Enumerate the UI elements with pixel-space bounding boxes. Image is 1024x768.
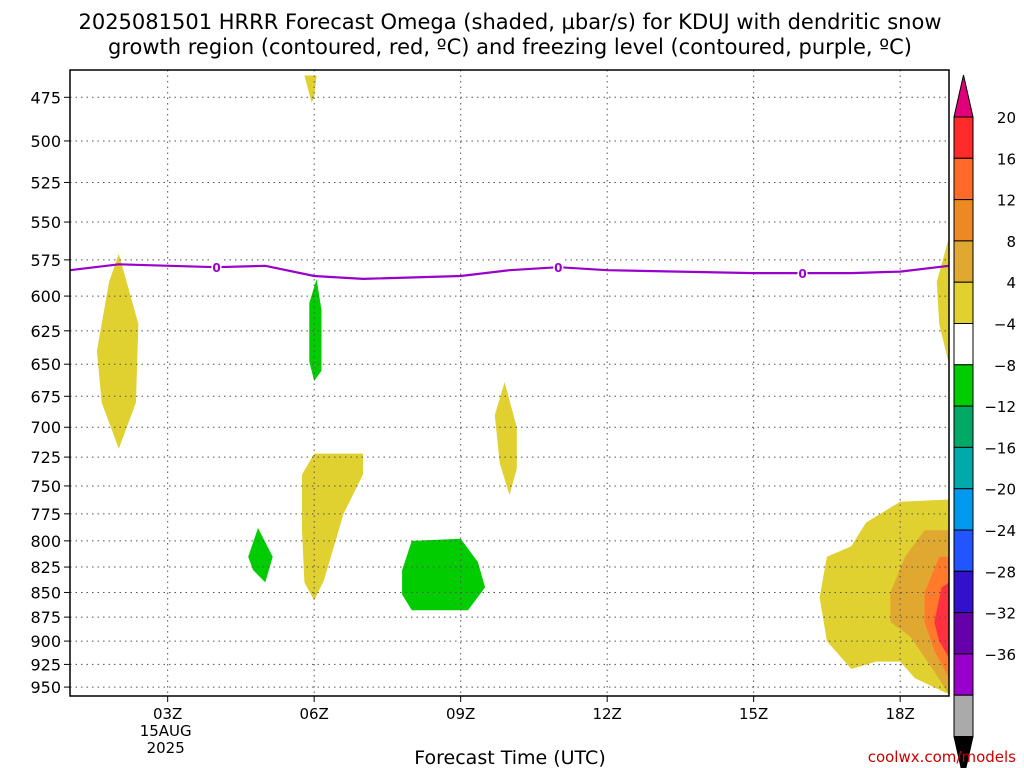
omega-region xyxy=(302,453,363,601)
y-tick-label: 825 xyxy=(30,558,61,577)
x-tick-label: 12Z xyxy=(592,705,621,723)
x-tick-date-label: 15AUG xyxy=(140,722,192,740)
y-tick-label: 625 xyxy=(30,322,61,341)
freezing-level-label-bg xyxy=(553,259,564,275)
y-tick-label: 800 xyxy=(30,532,61,551)
y-tick-label: 675 xyxy=(30,387,61,406)
x-tick-year-label: 2025 xyxy=(147,739,185,757)
y-tick-label: 600 xyxy=(30,287,61,306)
colorbar-label: 20 xyxy=(997,109,1016,127)
freezing-level-label-bg xyxy=(797,265,808,281)
colorbar-label: 12 xyxy=(997,192,1016,210)
freezing-level-label: 0 xyxy=(212,261,220,275)
site-credit: coolwx.com/models xyxy=(868,748,1016,766)
colorbar-swatch xyxy=(953,653,974,696)
chart-title-line-2: growth region (contoured, red, ºC) and f… xyxy=(108,35,912,59)
omega-region xyxy=(402,538,486,611)
y-tick-label: 775 xyxy=(30,505,61,524)
colorbar-label: −36 xyxy=(984,646,1016,664)
colorbar-swatch xyxy=(953,612,974,655)
chart-title-line-1: 2025081501 HRRR Forecast Omega (shaded, … xyxy=(78,10,941,34)
colorbar-swatch xyxy=(953,529,974,572)
colorbar-label: −8 xyxy=(994,357,1016,375)
colorbar-swatch xyxy=(953,157,974,201)
colorbar-swatch xyxy=(953,116,974,159)
y-tick-label: 650 xyxy=(30,355,61,374)
colorbar-swatch xyxy=(953,405,974,448)
colorbar-swatch xyxy=(953,364,974,407)
freezing-level-contour: 0 0 0 xyxy=(69,259,950,281)
colorbar-swatch xyxy=(953,281,974,325)
omega-region xyxy=(309,278,322,381)
omega-shaded-regions xyxy=(96,75,949,695)
y-tick-label: 850 xyxy=(30,583,61,602)
colorbar-label: −24 xyxy=(984,522,1016,540)
omega-region xyxy=(96,253,139,449)
colorbar-label: −28 xyxy=(984,563,1016,581)
colorbar-label: 8 xyxy=(1006,233,1016,251)
colorbar-swatch xyxy=(953,240,974,283)
y-tick-label: 500 xyxy=(30,132,61,151)
colorbar-swatch xyxy=(953,488,974,531)
colorbar-label: −20 xyxy=(984,481,1016,499)
y-axis-ticks: 475 500 525 550 575 600 625 650 675 700 725 750 775 8… xyxy=(30,88,70,697)
x-tick-label: 06Z xyxy=(299,705,328,723)
omega-region xyxy=(494,382,517,495)
plot-gridlines xyxy=(70,70,949,696)
colorbar-label: −12 xyxy=(984,398,1016,416)
y-tick-label: 475 xyxy=(30,88,61,107)
x-tick-label: 09Z xyxy=(446,705,475,723)
colorbar-swatch xyxy=(953,694,974,738)
freezing-level-label: 0 xyxy=(554,261,562,275)
colorbar-top-arrow xyxy=(953,74,974,118)
colorbar-label: 4 xyxy=(1006,274,1016,292)
colorbar-swatch xyxy=(953,323,974,366)
y-tick-label: 725 xyxy=(30,448,61,467)
freezing-level-label-bg xyxy=(211,259,222,275)
colorbar-label: −32 xyxy=(984,605,1016,623)
y-tick-label: 750 xyxy=(30,477,61,496)
y-tick-label: 525 xyxy=(30,173,61,192)
y-tick-label: 875 xyxy=(30,608,61,627)
omega-region xyxy=(304,75,317,103)
omega-region xyxy=(936,237,949,365)
colorbar-swatch xyxy=(953,199,974,242)
y-tick-label: 900 xyxy=(30,632,61,651)
x-tick-label: 03Z xyxy=(153,705,182,723)
y-tick-label: 925 xyxy=(30,655,61,674)
omega-region xyxy=(248,528,273,583)
colorbar-bottom-arrow xyxy=(953,736,974,768)
freezing-level-label: 0 xyxy=(798,267,806,281)
y-tick-label: 575 xyxy=(30,251,61,270)
x-tick-label: 18Z xyxy=(885,705,914,723)
colorbar-swatch xyxy=(953,570,974,614)
colorbar-label: −4 xyxy=(994,316,1016,334)
x-tick-label: 15Z xyxy=(739,705,768,723)
colorbar: 20 16 12 8 4 −4 −8 −12 −16 −20 −24 −28 −32 −36 xyxy=(953,74,1016,768)
plot-frame xyxy=(69,69,950,697)
colorbar-label: 16 xyxy=(997,150,1016,168)
freezing-level-line xyxy=(69,263,950,281)
y-tick-label: 550 xyxy=(30,213,61,232)
colorbar-label: −16 xyxy=(984,439,1016,457)
colorbar-swatch xyxy=(953,446,974,490)
omega-region xyxy=(934,582,949,658)
y-tick-label: 700 xyxy=(30,418,61,437)
y-tick-label: 950 xyxy=(30,678,61,697)
x-axis-label: Forecast Time (UTC) xyxy=(414,747,605,768)
